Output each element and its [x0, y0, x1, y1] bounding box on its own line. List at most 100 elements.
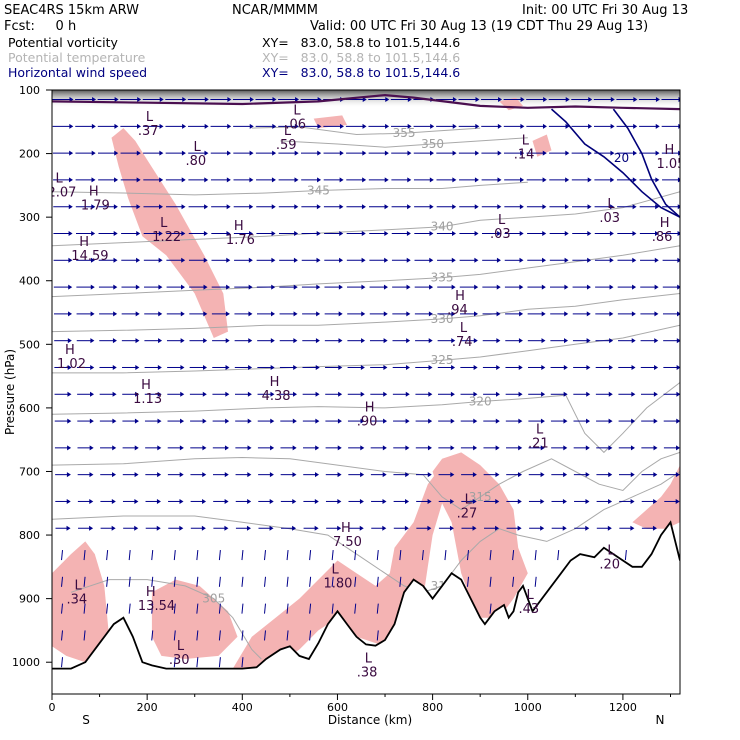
- wind-vector: [438, 445, 455, 451]
- wind-vector: [549, 204, 569, 210]
- wind-vector: [142, 123, 164, 129]
- wind-vector: [421, 549, 424, 561]
- wind-vector: [662, 257, 680, 263]
- wind-vector: [264, 603, 267, 614]
- pv-extremum-kind: L: [284, 124, 292, 139]
- wind-vector: [345, 123, 367, 129]
- wind-vector: [663, 418, 680, 424]
- wind-vector: [414, 284, 434, 290]
- pv-extremum-kind: L: [607, 197, 615, 212]
- wind-vector: [459, 231, 479, 237]
- wind-vector: [53, 284, 73, 290]
- wind-vector: [376, 603, 379, 614]
- pv-extremum-value: 14.59: [71, 249, 108, 264]
- wind-vector: [258, 525, 274, 531]
- plot-area: 355350345340335330325320315310305 20 L.3…: [52, 90, 680, 694]
- wind-vector: [218, 657, 221, 668]
- wind-vector: [167, 472, 184, 478]
- pv-extremum-value: .43: [519, 602, 540, 617]
- center-title: NCAR/MMMM: [232, 3, 318, 18]
- wind-vector: [326, 525, 342, 531]
- wind-vector: [596, 418, 613, 424]
- wind-vector: [106, 603, 109, 614]
- wind-vector: [550, 338, 569, 344]
- pv-extremum-l: L.20: [599, 543, 620, 572]
- pv-extremum-h: H.90: [357, 400, 378, 429]
- y-axis-label: Pressure (hPa): [3, 349, 17, 435]
- wind-vector: [75, 123, 96, 129]
- wind-vector: [416, 525, 432, 531]
- wind-vector: [167, 391, 185, 397]
- wind-vector: [196, 549, 199, 561]
- wind-vector: [210, 150, 232, 156]
- wind-vector: [235, 525, 251, 531]
- wind-vector: [256, 284, 276, 290]
- wind-vector: [663, 445, 680, 451]
- pv-extremum-kind: H: [141, 378, 151, 393]
- theta-label-305: 305: [202, 592, 225, 606]
- wind-vector: [99, 311, 118, 317]
- wind-vector: [438, 472, 455, 478]
- wind-vector: [121, 338, 140, 344]
- wind-vector: [436, 231, 457, 237]
- wind-vector: [54, 338, 72, 344]
- pv-extremum-l: L1.80: [323, 563, 352, 592]
- wind-vector: [436, 123, 457, 129]
- wind-vector: [596, 445, 613, 451]
- wind-vector: [280, 472, 297, 478]
- wind-vector: [98, 284, 118, 290]
- wind-vector: [257, 391, 275, 397]
- wind-vector: [504, 204, 524, 210]
- wind-vector: [278, 97, 300, 103]
- isotach-label: 20: [614, 151, 629, 165]
- field-theta-xy: XY= 83.0, 58.8 to 101.5,144.6: [262, 50, 460, 65]
- wind-vector: [369, 231, 389, 237]
- wind-vector: [662, 231, 680, 237]
- wind-vector: [122, 418, 139, 424]
- wind-vector: [166, 257, 186, 263]
- wind-vector: [279, 311, 298, 317]
- wind-vector: [483, 418, 500, 424]
- wind-vector: [279, 284, 298, 290]
- pv-extremum-l: L.30: [169, 639, 190, 668]
- pv-extremum-l: L.74: [452, 321, 473, 350]
- wind-vector: [459, 204, 479, 210]
- wind-vector: [527, 257, 547, 263]
- wind-vector: [370, 364, 388, 370]
- pv-extremum-value: .37: [138, 124, 159, 139]
- wind-vector: [416, 498, 432, 504]
- wind-vector: [142, 97, 164, 103]
- wind-vector: [54, 418, 72, 424]
- pv-extremum-value: 1.80: [323, 577, 352, 592]
- wind-vector: [278, 177, 299, 183]
- wind-vector: [76, 364, 95, 370]
- wind-vector: [354, 576, 357, 587]
- wind-vector: [83, 603, 86, 614]
- wind-vector: [414, 231, 434, 237]
- wind-vector: [166, 231, 186, 237]
- wind-vector: [347, 311, 366, 317]
- axes: 100 200 300 400 500 600 700 800 900 1000 0 200 400 60…: [12, 84, 671, 714]
- forecast-hour: Fcst: 0 h: [4, 19, 76, 34]
- wind-vector: [234, 338, 253, 344]
- wind-vector: [550, 311, 569, 317]
- wind-vector: [77, 391, 95, 397]
- wind-vector: [526, 177, 547, 183]
- wind-vector: [529, 525, 545, 531]
- wind-vector: [77, 498, 94, 504]
- wind-vector: [594, 204, 615, 210]
- wind-vector: [61, 549, 64, 561]
- wind-vector: [346, 177, 367, 183]
- wind-vector: [233, 231, 254, 237]
- pv-extremum-value: 7.50: [333, 535, 362, 550]
- wind-vector: [460, 364, 478, 370]
- wind-vector: [618, 391, 636, 397]
- wind-vector: [505, 338, 523, 344]
- wind-vector: [368, 123, 390, 129]
- wind-vector: [348, 498, 364, 504]
- wind-vector: [393, 525, 409, 531]
- wind-vector: [512, 549, 515, 561]
- pv-extremum-l: L.80: [185, 140, 206, 169]
- wind-vector: [617, 257, 637, 263]
- wind-vector: [196, 603, 199, 614]
